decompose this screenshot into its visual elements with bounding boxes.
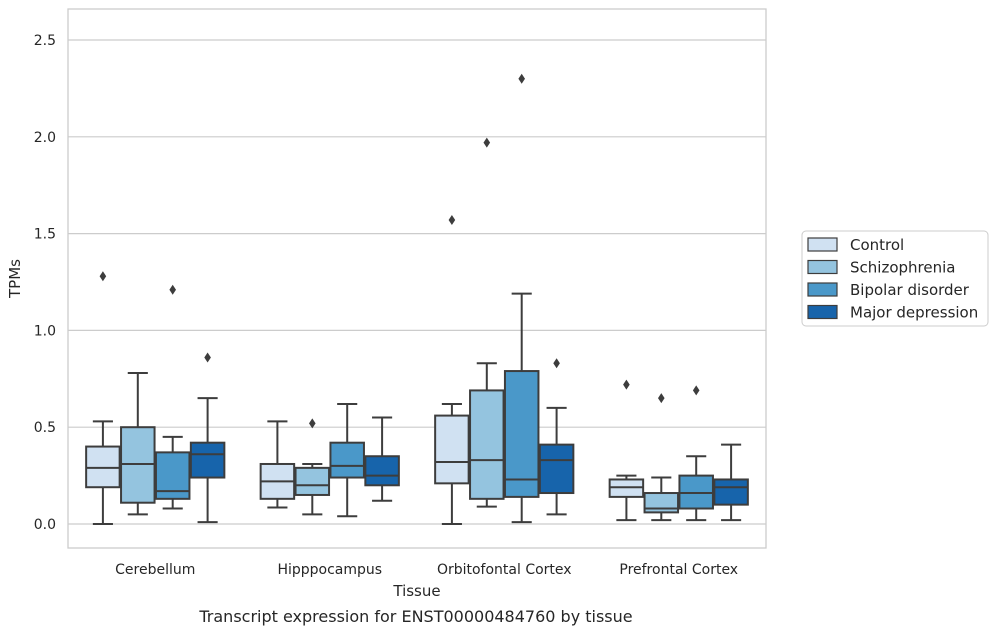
legend-frame	[801, 230, 989, 327]
y-tick-label: 2.0	[34, 130, 56, 146]
legend-label: Schizophrenia	[850, 259, 955, 277]
outlier-point	[204, 352, 211, 363]
y-tick-label: 1.5	[34, 227, 56, 243]
legend: Control Schizophrenia Bipolar disorder Majo…	[801, 230, 989, 327]
outlier-point	[169, 284, 176, 295]
legend-swatch	[807, 237, 838, 252]
legend-swatch	[807, 304, 838, 320]
outlier-point	[692, 385, 700, 396]
box-1-3	[643, 393, 680, 522]
y-tick-labels: 0.0 0.5 1.0 1.5 2.0 2.5	[34, 33, 56, 533]
y-axis-label: TPMs	[6, 259, 24, 299]
y-tick-label: 2.5	[34, 33, 56, 49]
y-tick-label: 0.0	[34, 517, 56, 533]
plot-frame	[67, 8, 767, 549]
outlier-point	[658, 393, 665, 404]
box-body	[189, 441, 226, 479]
gridlines	[68, 39, 766, 525]
box-0-3	[608, 379, 645, 522]
box-body	[434, 414, 470, 485]
x-tick-label: Prefrontal Cortex	[619, 562, 738, 578]
box-0-0	[85, 271, 121, 525]
box-1-1	[294, 418, 331, 516]
outlier-point	[623, 379, 630, 390]
box-0-2	[434, 215, 470, 525]
y-tick-label: 1.0	[34, 323, 56, 339]
box-body	[538, 443, 575, 495]
outlier-point	[448, 215, 456, 226]
figure-caption: Transcript expression for ENST0000048476…	[198, 607, 632, 626]
box-series	[85, 73, 749, 525]
legend-swatch	[807, 282, 838, 297]
outlier-point	[483, 137, 491, 148]
x-axis-label: Tissue	[392, 582, 440, 600]
box-3-3	[713, 443, 749, 522]
box-2-0	[154, 284, 191, 510]
box-1-0	[120, 371, 156, 516]
x-tick-label: Orbitofontal Cortex	[437, 562, 572, 578]
box-2-3	[678, 385, 714, 522]
box-3-0	[189, 352, 226, 524]
box-body	[294, 466, 331, 496]
box-body	[364, 455, 400, 487]
box-2-1	[329, 402, 365, 518]
box-3-1	[364, 416, 400, 502]
outlier-point	[518, 73, 525, 84]
x-tick-label: Hipppocampus	[277, 562, 382, 578]
y-tick-label: 0.5	[34, 420, 56, 436]
x-tick-labels: Cerebellum Hipppocampus Orbitofontal Corte…	[115, 562, 738, 578]
box-body	[469, 389, 505, 500]
legend-label: Major depression	[850, 304, 978, 322]
legend-label: Bipolar disorder	[850, 281, 970, 299]
box-body	[329, 441, 365, 479]
box-0-1	[259, 420, 296, 509]
box-body	[713, 478, 749, 506]
outlier-point	[309, 418, 316, 429]
outlier-point	[553, 358, 560, 369]
legend-swatch	[807, 259, 838, 275]
box-1-2	[469, 137, 505, 508]
box-body	[503, 370, 540, 498]
legend-label: Control	[850, 236, 904, 254]
box-3-2	[538, 358, 575, 516]
outlier-point	[99, 271, 107, 282]
box-2-2	[503, 73, 540, 524]
x-tick-label: Cerebellum	[115, 562, 195, 578]
